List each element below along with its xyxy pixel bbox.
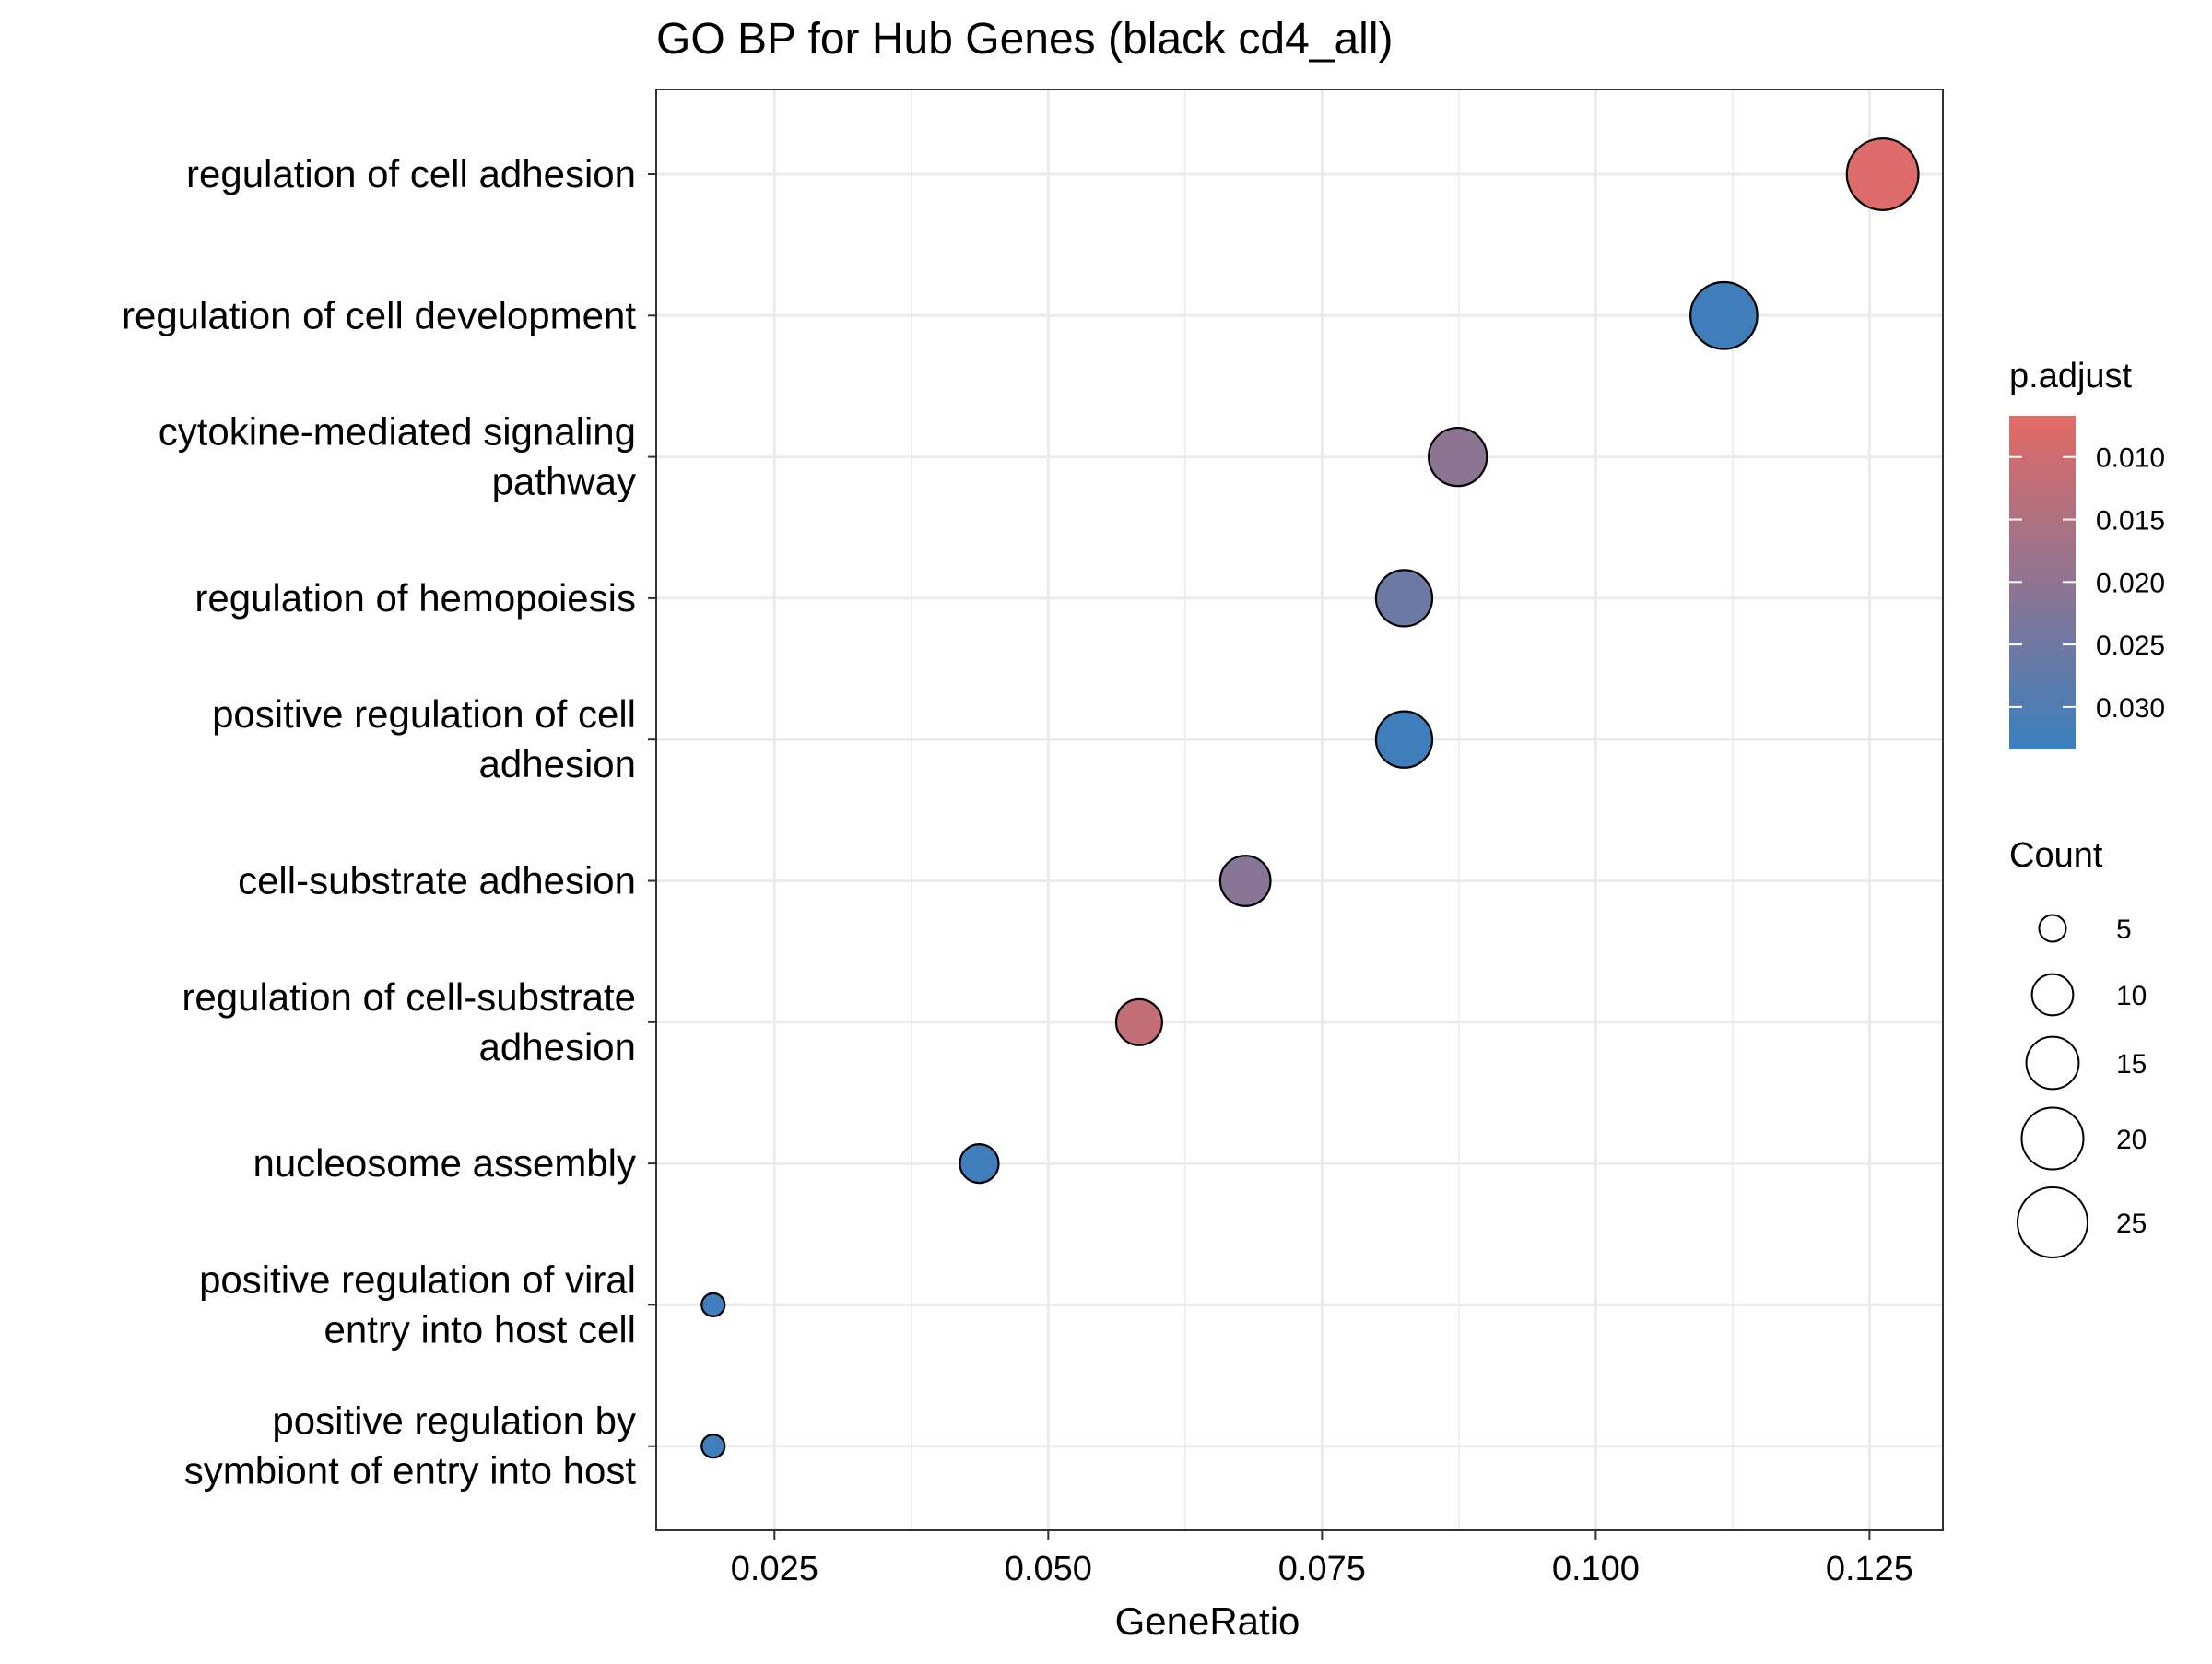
- y-tick-label: regulation of hemopoiesis: [194, 576, 636, 620]
- y-tick-label: regulation of cell development: [122, 293, 636, 336]
- count-legend: Count 5 10 15 20 25: [2009, 836, 2147, 1258]
- chart-title: GO BP for Hub Genes (black cd4_all): [656, 15, 1393, 64]
- y-tick-label: regulation of cell adhesion: [186, 152, 636, 195]
- y-tick-label: positive regulation by: [272, 1399, 636, 1443]
- data-point: [1114, 997, 1163, 1046]
- count-legend-circle: [2038, 914, 2067, 943]
- y-tick-label: positive regulation of cell: [212, 692, 636, 736]
- count-legend-label: 10: [2116, 981, 2147, 1011]
- x-tick-label: 0.100: [1552, 1550, 1640, 1588]
- count-legend-circle: [2030, 973, 2075, 1017]
- x-axis: 0.025 0.050 0.075 0.100 0.125: [731, 1530, 1913, 1588]
- count-legend-circle: [2025, 1035, 2080, 1091]
- count-legend-circle: [2017, 1186, 2088, 1258]
- colorbar-tick-label: 0.025: [2096, 631, 2165, 661]
- y-tick-label: entry into host cell: [324, 1307, 636, 1351]
- count-legend-circle: [2020, 1106, 2085, 1171]
- p-adjust-legend: p.adjust 0.010 0.015 0.020 0.025 0.030: [2009, 357, 2165, 749]
- count-legend-title: Count: [2009, 836, 2103, 875]
- count-legend-label: 25: [2116, 1209, 2147, 1239]
- data-point: [1428, 426, 1488, 488]
- plot-grid: [656, 89, 1943, 1530]
- p-adjust-legend-title: p.adjust: [2009, 357, 2133, 395]
- y-tick-label: cell-substrate adhesion: [238, 859, 636, 903]
- x-axis-title: GeneRatio: [1115, 1599, 1300, 1643]
- y-tick-label: pathway: [492, 460, 636, 503]
- y-axis: regulation of cell adhesion regulation of…: [122, 152, 656, 1493]
- plot-points: [700, 137, 1920, 1459]
- data-point: [959, 1142, 1000, 1185]
- y-tick-label: nucleosome assembly: [253, 1141, 636, 1185]
- count-legend-label: 15: [2116, 1049, 2147, 1080]
- colorbar-tick-label: 0.020: [2096, 568, 2165, 598]
- x-tick-label: 0.125: [1826, 1550, 1913, 1588]
- y-tick-label: positive regulation of viral: [199, 1257, 636, 1301]
- x-tick-label: 0.025: [731, 1550, 818, 1588]
- data-point: [1845, 137, 1920, 211]
- data-point: [700, 1292, 726, 1318]
- data-point: [1374, 710, 1434, 769]
- count-legend-label: 5: [2116, 915, 2132, 945]
- colorbar-tick-label: 0.015: [2096, 506, 2165, 537]
- x-tick-label: 0.050: [1005, 1550, 1092, 1588]
- y-tick-label: cytokine-mediated signaling: [159, 410, 636, 454]
- colorbar-tick-label: 0.010: [2096, 443, 2165, 474]
- y-tick-label: symbiont of entry into host: [184, 1449, 637, 1493]
- data-point: [700, 1434, 726, 1459]
- colorbar-tick-label: 0.030: [2096, 693, 2165, 724]
- data-point: [1218, 855, 1272, 907]
- y-tick-label: adhesion: [479, 1025, 636, 1068]
- y-tick-label: adhesion: [479, 742, 636, 785]
- data-point: [1689, 280, 1759, 350]
- y-tick-label: regulation of cell-substrate: [182, 975, 636, 1019]
- data-point: [1374, 569, 1434, 628]
- x-tick-label: 0.075: [1278, 1550, 1366, 1588]
- plot-panel-border: [655, 89, 1944, 1531]
- count-legend-label: 20: [2116, 1125, 2147, 1155]
